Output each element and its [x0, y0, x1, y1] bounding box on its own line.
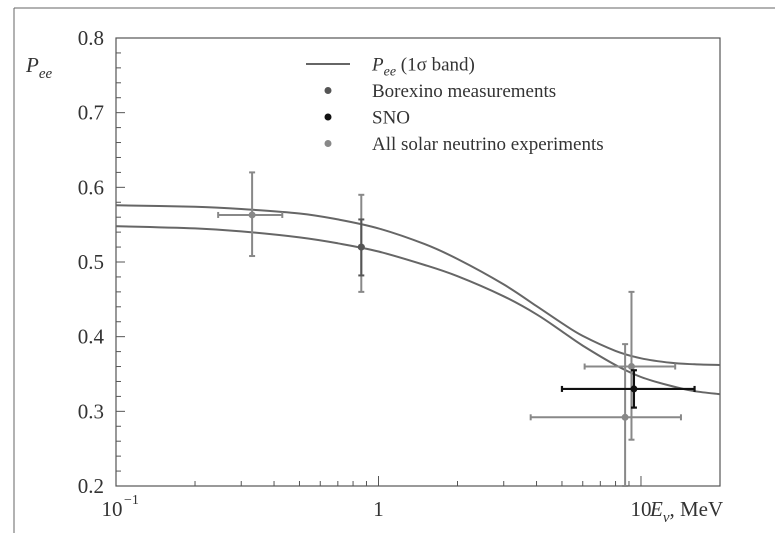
y-tick-label: 0.8 — [78, 26, 104, 50]
tick-group: 0.20.30.40.50.60.70.810 −1 1 10 — [78, 26, 721, 521]
all-point — [621, 413, 629, 421]
points-group — [217, 171, 696, 487]
axis-labels: Pee Eν, MeV — [25, 53, 723, 526]
legend: Pee (1σ band)Borexino measurements SNO All… — [306, 55, 604, 155]
legend-item-band: Pee (1σ band) — [306, 55, 475, 80]
legend-label: Pee (1σ band) — [371, 55, 475, 80]
legend-item-borexino: Borexino measurements — [324, 81, 556, 102]
y-tick-label: 0.6 — [78, 175, 104, 199]
y-axis-label: Pee — [25, 53, 52, 82]
sno-point — [630, 385, 638, 393]
legend-dot-marker — [324, 113, 332, 121]
all-point — [627, 363, 635, 371]
legend-label: Borexino measurements — [372, 81, 556, 102]
y-tick-label: 0.4 — [78, 325, 105, 349]
x-axis-label: Eν, MeV — [649, 497, 723, 526]
legend-item-sno: SNO — [324, 108, 410, 129]
x-tick-label: 10 — [102, 497, 123, 521]
y-tick-label: 0.2 — [78, 474, 104, 498]
borexino-point — [357, 243, 365, 251]
legend-dot-marker — [324, 140, 332, 147]
legend-label: All solar neutrino experiments — [372, 134, 604, 155]
legend-item-all: All solar neutrino experiments — [324, 134, 604, 155]
band-lower-curve — [115, 225, 721, 396]
y-tick-label: 0.3 — [78, 399, 104, 423]
x-tick-label: 1 — [373, 497, 384, 521]
band-upper-curve — [115, 204, 721, 366]
y-tick-label: 0.5 — [78, 250, 104, 274]
band-group — [115, 204, 721, 396]
x-tick-exponent: −1 — [124, 493, 139, 508]
y-tick-label: 0.7 — [78, 101, 104, 125]
legend-dot-marker — [324, 87, 332, 94]
legend-label: SNO — [372, 108, 410, 129]
all-point — [248, 211, 256, 219]
x-tick-label: 10 — [630, 497, 651, 521]
